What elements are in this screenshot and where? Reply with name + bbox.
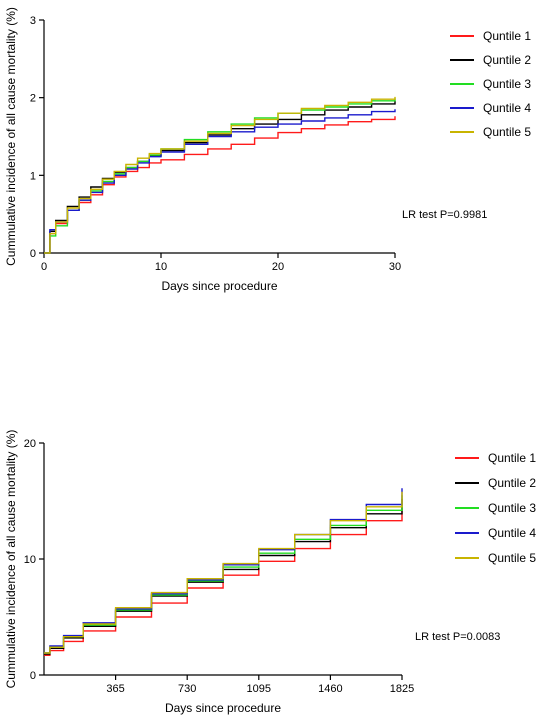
x-tick-label: 1460 <box>318 683 342 695</box>
x-tick-label: 20 <box>272 261 284 273</box>
lr-test-annotation: LR test P=0.0083 <box>415 631 500 643</box>
series-line-quntile-5 <box>44 491 403 654</box>
legend-label: Quntile 2 <box>488 476 536 490</box>
legend-label: Quntile 2 <box>483 53 531 67</box>
series-line-quntile-4 <box>44 109 396 254</box>
series-line-quntile-2 <box>44 100 396 254</box>
y-tick-label: 0 <box>30 670 36 682</box>
lr-test-annotation: LR test P=0.9981 <box>402 209 487 221</box>
x-tick-label: 730 <box>178 683 196 695</box>
y-tick-label: 0 <box>30 248 36 260</box>
legend-label: Quntile 1 <box>488 451 536 465</box>
legend-label: Quntile 5 <box>488 551 536 565</box>
x-tick-label: 10 <box>155 261 167 273</box>
x-tick-label: 1825 <box>390 683 414 695</box>
y-tick-label: 1 <box>30 170 36 182</box>
chart-2: 0 10 20 365 730 1095 1460 1825 Days since proced… <box>4 430 536 715</box>
legend-label: Quntile 3 <box>483 77 531 91</box>
legend-label: Quntile 4 <box>483 101 531 115</box>
series-line-quntile-5 <box>44 96 396 254</box>
legend-label: Quntile 1 <box>483 29 531 43</box>
legend-label: Quntile 3 <box>488 501 536 515</box>
y-tick-label: 3 <box>30 15 36 27</box>
x-tick-label: 1095 <box>247 683 271 695</box>
y-tick-label: 20 <box>24 438 36 450</box>
y-axis-title: Cummulative incidence of all cause morta… <box>4 7 18 266</box>
y-tick-label: 2 <box>30 93 36 105</box>
series-line-quntile-3 <box>44 98 396 254</box>
x-axis-title: Days since procedure <box>161 279 277 293</box>
legend-label: Quntile 5 <box>483 125 531 139</box>
legend-label: Quntile 4 <box>488 526 536 540</box>
x-axis-title: Days since procedure <box>165 701 281 715</box>
x-tick-label: 365 <box>106 683 124 695</box>
y-tick-label: 10 <box>24 554 36 566</box>
x-tick-label: 0 <box>41 261 47 273</box>
y-axis-title: Cummulative incidence of all cause morta… <box>4 430 18 689</box>
x-tick-label: 30 <box>389 261 401 273</box>
